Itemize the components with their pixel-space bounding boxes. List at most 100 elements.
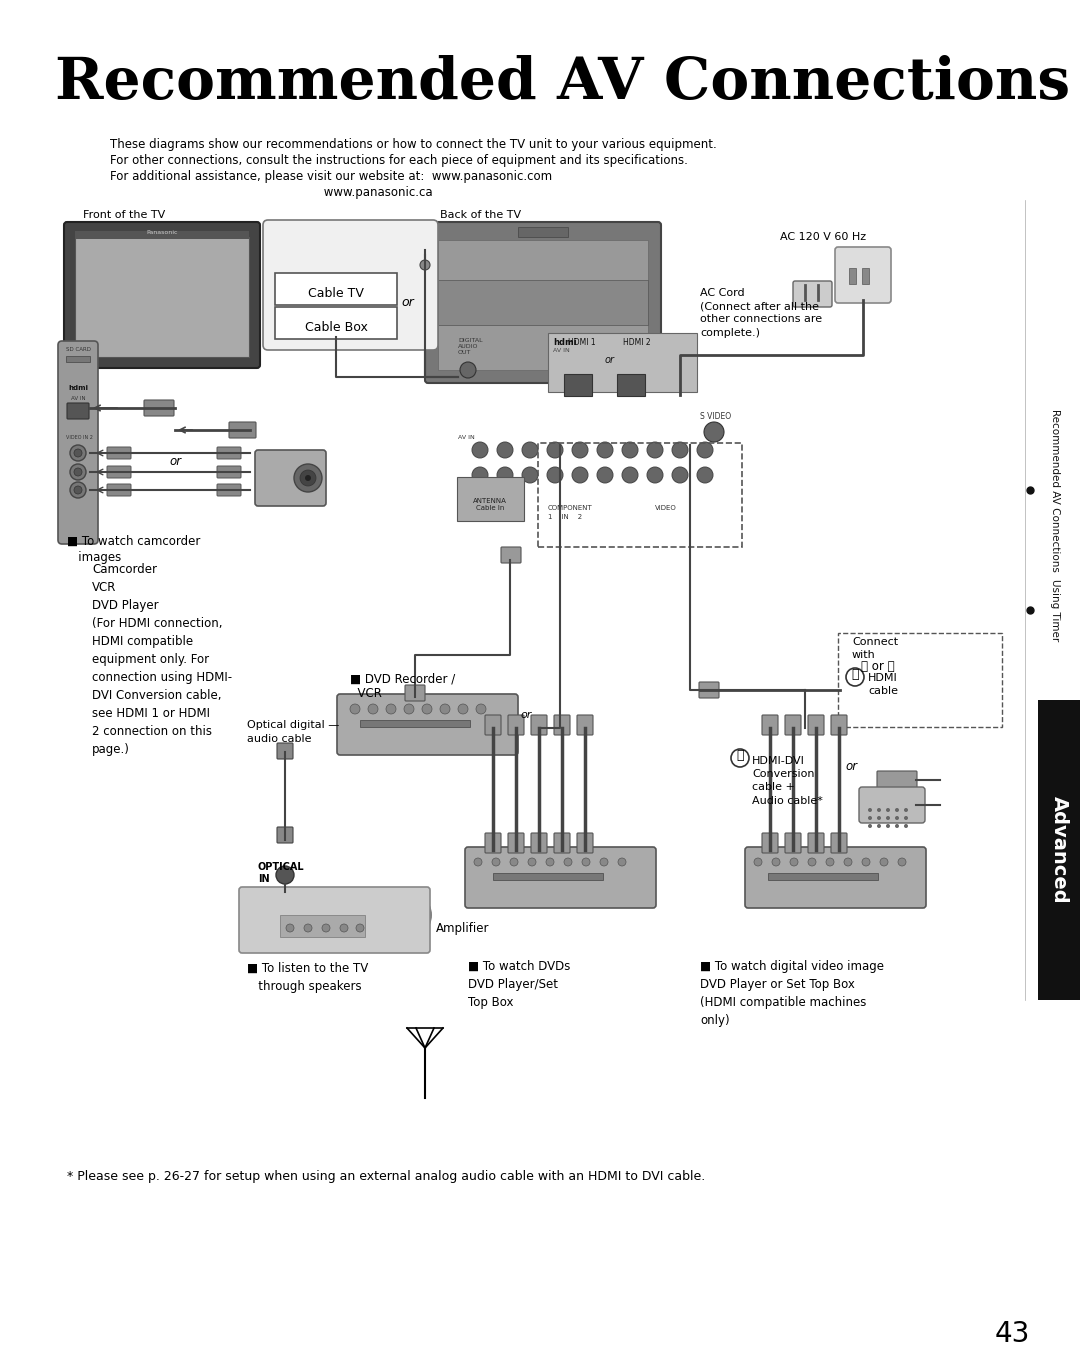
Text: OPTICAL
IN: OPTICAL IN (258, 862, 305, 884)
Circle shape (422, 704, 432, 714)
FancyBboxPatch shape (564, 373, 592, 396)
Circle shape (70, 464, 86, 480)
FancyBboxPatch shape (877, 796, 917, 815)
FancyBboxPatch shape (239, 888, 430, 953)
Circle shape (303, 924, 312, 932)
Circle shape (472, 467, 488, 483)
FancyBboxPatch shape (745, 847, 926, 908)
Circle shape (895, 816, 899, 820)
Text: Connect
with: Connect with (852, 637, 899, 660)
FancyBboxPatch shape (107, 446, 131, 459)
Circle shape (868, 816, 872, 820)
Circle shape (868, 824, 872, 828)
Circle shape (497, 442, 513, 459)
Circle shape (368, 704, 378, 714)
Circle shape (440, 704, 450, 714)
Text: hdmi: hdmi (68, 386, 87, 391)
FancyBboxPatch shape (831, 833, 847, 852)
Text: or: or (402, 296, 415, 308)
Circle shape (322, 924, 330, 932)
Text: These diagrams show our recommendations or how to connect the TV unit to your va: These diagrams show our recommendations … (110, 138, 717, 152)
Circle shape (75, 449, 82, 457)
FancyBboxPatch shape (808, 833, 824, 852)
Circle shape (572, 442, 588, 459)
Circle shape (868, 808, 872, 812)
FancyBboxPatch shape (554, 833, 570, 852)
Text: * Please see p. 26-27 for setup when using an external analog audio cable with a: * Please see p. 26-27 for setup when usi… (67, 1170, 705, 1183)
Circle shape (904, 808, 908, 812)
Circle shape (886, 816, 890, 820)
Text: Ⓑ: Ⓑ (737, 750, 744, 762)
FancyBboxPatch shape (485, 714, 501, 735)
Circle shape (276, 866, 294, 884)
Circle shape (476, 704, 486, 714)
Circle shape (340, 924, 348, 932)
Circle shape (546, 467, 563, 483)
Circle shape (886, 808, 890, 812)
Circle shape (843, 858, 852, 866)
Circle shape (704, 422, 724, 442)
FancyBboxPatch shape (255, 451, 326, 506)
FancyBboxPatch shape (785, 833, 801, 852)
FancyBboxPatch shape (276, 743, 293, 759)
Circle shape (472, 442, 488, 459)
FancyBboxPatch shape (531, 833, 546, 852)
Circle shape (386, 704, 396, 714)
FancyBboxPatch shape (275, 307, 397, 340)
Text: HDMI 1: HDMI 1 (568, 338, 596, 346)
Text: HDMI
cable: HDMI cable (868, 672, 897, 697)
Circle shape (877, 824, 881, 828)
Text: hdmi: hdmi (553, 338, 577, 346)
FancyBboxPatch shape (58, 341, 98, 544)
Text: AC 120 V 60 Hz: AC 120 V 60 Hz (780, 231, 866, 242)
Circle shape (582, 858, 590, 866)
Text: AV IN: AV IN (553, 348, 570, 353)
Text: Optical digital —
audio cable: Optical digital — audio cable (247, 720, 339, 744)
FancyBboxPatch shape (107, 484, 131, 497)
Circle shape (390, 900, 420, 930)
FancyBboxPatch shape (762, 833, 778, 852)
Text: or: or (519, 710, 531, 720)
Bar (492, 873, 603, 879)
FancyBboxPatch shape (337, 694, 518, 755)
Bar (75, 237, 249, 357)
FancyBboxPatch shape (785, 714, 801, 735)
Text: Camcorder
VCR
DVD Player
(For HDMI connection,
HDMI compatible
equipment only. F: Camcorder VCR DVD Player (For HDMI conne… (92, 563, 232, 756)
FancyBboxPatch shape (831, 714, 847, 735)
Text: AC Cord
(Connect after all the
other connections are
complete.): AC Cord (Connect after all the other con… (700, 288, 822, 338)
Circle shape (294, 464, 322, 492)
Circle shape (772, 858, 780, 866)
Circle shape (546, 442, 563, 459)
FancyBboxPatch shape (217, 465, 241, 478)
Text: Recommended AV Connections: Recommended AV Connections (55, 55, 1070, 111)
FancyBboxPatch shape (554, 714, 570, 735)
Circle shape (255, 900, 285, 930)
Text: AV IN: AV IN (458, 436, 475, 440)
Bar (438, 239, 648, 369)
Circle shape (697, 442, 713, 459)
Circle shape (460, 363, 476, 377)
Text: 43: 43 (995, 1321, 1030, 1348)
Circle shape (880, 858, 888, 866)
FancyBboxPatch shape (276, 827, 293, 843)
Circle shape (458, 704, 468, 714)
Circle shape (600, 858, 608, 866)
Circle shape (404, 704, 414, 714)
Text: COMPONENT: COMPONENT (548, 505, 593, 511)
Text: DIGITAL
AUDIO
OUT: DIGITAL AUDIO OUT (458, 338, 483, 354)
Circle shape (895, 808, 899, 812)
FancyBboxPatch shape (508, 833, 524, 852)
Bar (438, 280, 648, 325)
FancyBboxPatch shape (217, 484, 241, 497)
Bar (75, 231, 249, 239)
Text: Ⓐ or Ⓑ: Ⓐ or Ⓑ (861, 660, 895, 672)
Circle shape (497, 467, 513, 483)
FancyBboxPatch shape (577, 833, 593, 852)
Circle shape (647, 442, 663, 459)
Circle shape (904, 816, 908, 820)
FancyBboxPatch shape (107, 465, 131, 478)
Text: www.panasonic.ca: www.panasonic.ca (110, 185, 433, 199)
FancyBboxPatch shape (457, 478, 524, 521)
Bar (360, 720, 470, 727)
Circle shape (904, 824, 908, 828)
